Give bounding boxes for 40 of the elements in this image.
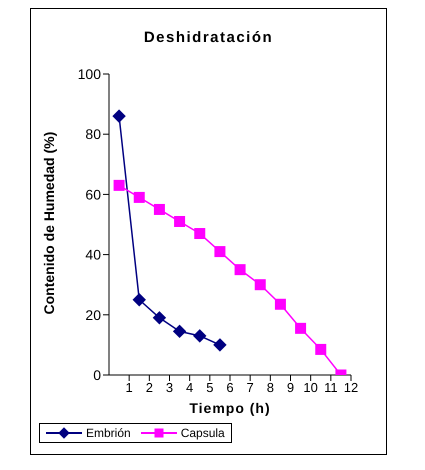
x-tick-label: 7 <box>246 380 254 396</box>
point <box>174 216 186 227</box>
point <box>194 228 206 240</box>
point <box>134 192 145 203</box>
point <box>315 344 326 355</box>
x-tick-label: 6 <box>226 380 234 396</box>
x-tick-label: 9 <box>286 380 294 396</box>
point <box>112 110 126 123</box>
point <box>132 293 146 306</box>
x-tick-label: 12 <box>344 380 358 396</box>
x-tick-label: 8 <box>266 380 274 396</box>
x-tick-label: 11 <box>324 380 338 396</box>
point <box>193 329 206 342</box>
x-tick-label: 1 <box>126 380 133 396</box>
y-axis-title: Contenido de Humedad (%) <box>40 132 57 314</box>
legend-label: Capsula <box>180 426 225 440</box>
point <box>152 311 166 324</box>
point <box>295 322 306 334</box>
x-axis-title: Tiempo (h) <box>189 400 271 416</box>
x-tick-label: 2 <box>146 380 153 396</box>
legend-label: Embrión <box>86 426 131 440</box>
x-tick-label: 5 <box>206 380 214 396</box>
y-tick-label: 0 <box>93 366 102 383</box>
point <box>173 324 186 338</box>
point <box>214 246 226 258</box>
point <box>254 279 266 290</box>
x-tick-label: 3 <box>166 380 174 396</box>
y-tick-label: 20 <box>85 306 102 323</box>
chart-title: Deshidratación <box>142 29 274 48</box>
point <box>213 338 226 352</box>
x-tick-label: 4 <box>186 380 194 396</box>
y-tick-label: 100 <box>78 66 102 82</box>
y-tick-label: 40 <box>85 246 102 263</box>
point <box>114 180 125 191</box>
y-tick-label: 80 <box>85 126 102 142</box>
x-tick-label: 10 <box>303 380 318 396</box>
point <box>234 264 246 276</box>
y-tick-label: 60 <box>85 186 102 202</box>
point <box>274 298 286 310</box>
point <box>154 204 165 215</box>
